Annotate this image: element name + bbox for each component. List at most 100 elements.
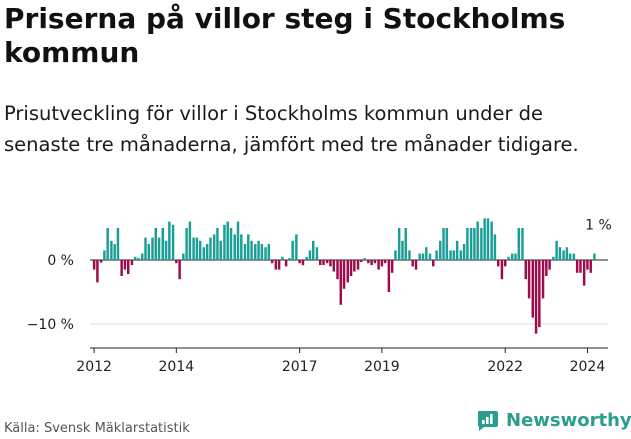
bar bbox=[545, 260, 548, 276]
bar bbox=[558, 247, 562, 260]
bar bbox=[555, 240, 558, 260]
bar bbox=[439, 240, 442, 260]
bar bbox=[346, 260, 349, 283]
y-tick-label: 0 % bbox=[47, 253, 74, 269]
bar bbox=[140, 253, 144, 260]
bar bbox=[538, 260, 541, 328]
bar bbox=[178, 260, 181, 280]
bar bbox=[514, 253, 517, 260]
bar bbox=[507, 256, 510, 260]
bar bbox=[157, 237, 161, 260]
bar bbox=[462, 244, 466, 260]
bar bbox=[291, 240, 294, 260]
bar bbox=[411, 260, 414, 267]
bar bbox=[243, 244, 247, 260]
bar bbox=[521, 228, 524, 260]
bar bbox=[247, 234, 250, 260]
bar bbox=[223, 224, 226, 260]
bar bbox=[229, 228, 233, 260]
bar bbox=[332, 260, 336, 272]
bar bbox=[216, 228, 219, 260]
bar bbox=[469, 228, 473, 260]
bar bbox=[274, 260, 278, 270]
bar bbox=[133, 256, 137, 260]
bar bbox=[562, 250, 565, 260]
bar bbox=[531, 260, 534, 318]
bar bbox=[116, 228, 120, 260]
bar bbox=[154, 228, 158, 260]
bar bbox=[182, 253, 185, 260]
bar bbox=[349, 260, 353, 276]
bar bbox=[394, 250, 397, 260]
bar bbox=[254, 244, 257, 260]
bar bbox=[541, 260, 545, 299]
bar bbox=[322, 260, 325, 266]
bar bbox=[339, 260, 343, 305]
bar bbox=[500, 260, 504, 280]
bar bbox=[445, 228, 449, 260]
bar bbox=[390, 260, 394, 273]
bar bbox=[336, 260, 339, 280]
bar bbox=[452, 250, 456, 260]
bar bbox=[205, 244, 209, 260]
x-tick-label: 2012 bbox=[76, 359, 112, 375]
bar bbox=[414, 260, 418, 270]
bar bbox=[123, 260, 127, 270]
chart-subtitle: Prisutveckling för villor i Stockholms k… bbox=[4, 102, 579, 156]
bar bbox=[524, 260, 528, 280]
bar bbox=[408, 250, 411, 260]
bar bbox=[449, 250, 452, 260]
bar bbox=[260, 244, 264, 260]
bar bbox=[459, 250, 463, 260]
bar bbox=[113, 244, 116, 260]
bar bbox=[435, 250, 438, 260]
bar bbox=[568, 253, 572, 260]
bar bbox=[363, 258, 366, 260]
bar bbox=[527, 260, 531, 299]
bar bbox=[219, 240, 222, 260]
bar bbox=[428, 253, 432, 260]
newsworthy-logo[interactable]: Newsworthy bbox=[476, 408, 631, 432]
bar bbox=[226, 221, 229, 260]
bar bbox=[277, 260, 281, 270]
bar bbox=[305, 256, 308, 260]
bar bbox=[301, 260, 305, 266]
x-tick-label: 2017 bbox=[282, 359, 318, 375]
bar bbox=[188, 221, 192, 260]
brand-name: Newsworthy bbox=[506, 409, 631, 431]
bar bbox=[103, 250, 106, 260]
bar bbox=[298, 260, 301, 264]
x-tick-label: 2019 bbox=[364, 359, 400, 375]
bar bbox=[582, 260, 586, 286]
bar bbox=[353, 260, 356, 272]
bar bbox=[240, 234, 243, 260]
x-tick-label: 2022 bbox=[487, 359, 523, 375]
bar bbox=[325, 260, 329, 264]
bar bbox=[480, 228, 483, 260]
bar bbox=[99, 260, 103, 263]
bar bbox=[425, 247, 428, 260]
bar bbox=[284, 260, 288, 267]
bar bbox=[552, 256, 555, 260]
bar bbox=[250, 240, 253, 260]
price-change-chart: 0 % −10 % 2012 2014 2017 2019 2022 2024 1 % bbox=[27, 218, 612, 375]
bar bbox=[96, 260, 99, 283]
bar bbox=[589, 260, 592, 273]
chart-title: Priserna på villor steg i Stockholms kom… bbox=[4, 2, 566, 69]
bar bbox=[483, 218, 486, 260]
bar bbox=[264, 247, 267, 260]
bar bbox=[377, 260, 380, 270]
bar bbox=[421, 253, 425, 260]
bar bbox=[466, 228, 469, 260]
bar bbox=[497, 260, 500, 267]
bar bbox=[455, 240, 459, 260]
bar bbox=[147, 244, 151, 260]
bar bbox=[432, 260, 435, 267]
bar bbox=[212, 234, 216, 260]
bar bbox=[473, 228, 476, 260]
bar bbox=[318, 260, 322, 266]
bar bbox=[137, 258, 140, 260]
bar bbox=[401, 240, 404, 260]
bar bbox=[575, 260, 579, 273]
bar bbox=[397, 228, 401, 260]
